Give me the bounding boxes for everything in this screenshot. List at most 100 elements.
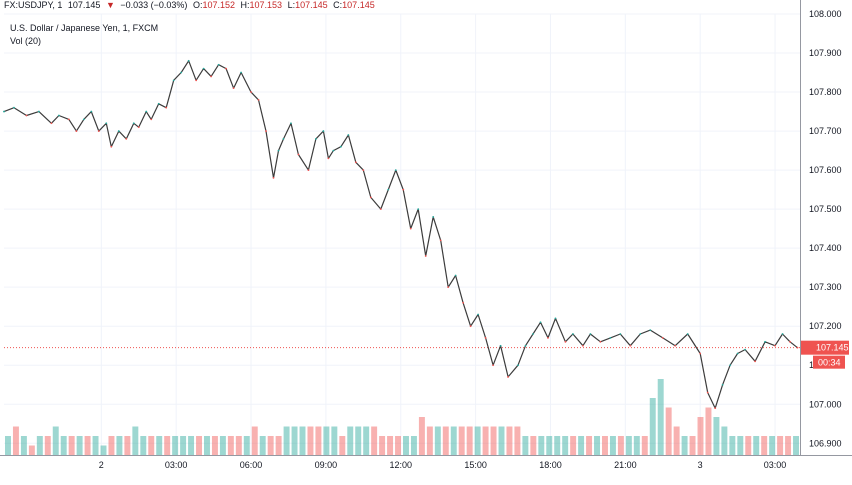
y-tick-label: 107.500 [809, 204, 842, 214]
price-point [277, 149, 280, 152]
volume-bar [267, 436, 274, 455]
volume-bar [172, 436, 179, 455]
volume-bar [196, 436, 202, 455]
volume-bar [522, 436, 529, 455]
volume-bar [92, 436, 99, 455]
volume-bar [761, 436, 768, 455]
volume-bar [729, 436, 736, 455]
price-point [629, 344, 632, 347]
price-point [714, 407, 717, 410]
volume-bar [164, 436, 171, 455]
price-point [362, 169, 365, 172]
price-point [764, 340, 766, 343]
price-point [477, 313, 480, 316]
price-point [754, 360, 756, 363]
volume-bar [713, 417, 720, 455]
volume-bar [474, 426, 481, 455]
volume-bar [315, 426, 322, 455]
price-point [272, 177, 275, 179]
volume-bar [609, 436, 616, 455]
y-tick-label: 107.000 [809, 399, 842, 409]
grid [4, 13, 800, 455]
x-tick-label: 18:00 [539, 460, 562, 470]
volume-bar [20, 436, 27, 455]
volume-bar [291, 426, 298, 455]
legend-high: 107.153 [249, 0, 283, 10]
price-point [394, 169, 397, 172]
price-point [781, 333, 784, 335]
price-point [232, 87, 235, 90]
price-point [572, 333, 574, 335]
price-point [265, 130, 267, 132]
volume-bar [339, 436, 346, 455]
price-point [13, 106, 15, 109]
volume-bar [737, 436, 744, 455]
volume-bar [275, 436, 282, 455]
volume-bar [84, 436, 91, 455]
volume-bar [498, 426, 505, 455]
volume-bar [100, 445, 107, 455]
price-point [599, 340, 602, 343]
volume-bar [188, 436, 195, 455]
y-tick-label: 107.600 [809, 165, 842, 175]
price-point [492, 364, 494, 367]
price-point [706, 391, 709, 394]
volume-bar [466, 426, 473, 455]
volume-bar [490, 426, 497, 455]
volume-bar [204, 436, 210, 455]
price-tag-value: 107.145 [816, 343, 849, 353]
price-point [240, 71, 242, 74]
volume-bar [5, 436, 11, 455]
price-point [157, 102, 160, 105]
volume-bar [379, 436, 386, 455]
volume-bar [283, 426, 290, 455]
x-axis-ticks: 2 03:00 06:00 09:00 12:00 15:00 18:00 21:00 3 03:… [99, 460, 787, 470]
price-point [424, 255, 427, 257]
price-point [582, 344, 584, 347]
legend-high-label: H: [240, 0, 250, 10]
countdown-value: 00:34 [818, 358, 841, 368]
volume-bar [60, 436, 67, 455]
price-point [187, 59, 190, 62]
price-point [517, 364, 519, 367]
volume-bar [777, 436, 784, 455]
y-tick-label: 107.300 [809, 282, 842, 292]
volume-bar [570, 436, 577, 455]
price-point [165, 106, 168, 109]
volume-bar [594, 436, 600, 455]
volume-bar [323, 426, 330, 455]
volume-bar [482, 426, 489, 455]
ohlc-legend: FX:USDJPY, 1 107.145 ▼ −0.033 (−0.03%) O… [4, 0, 378, 13]
price-point [387, 188, 390, 191]
price-point [379, 208, 382, 211]
price-point [297, 153, 300, 156]
volume-bar [769, 436, 776, 455]
volume-indicator-title[interactable]: Vol (20) [10, 36, 42, 46]
y-tick-label: 107.200 [809, 321, 842, 331]
price-point [180, 71, 183, 74]
volume-bar [299, 426, 306, 455]
price-point [439, 239, 442, 242]
axes [0, 0, 852, 456]
price-point [547, 337, 549, 339]
volume-bar [785, 436, 792, 455]
volume-bar [633, 436, 640, 455]
volume-bar [108, 436, 115, 455]
price-point [195, 79, 198, 82]
x-tick-label: 03:00 [764, 460, 787, 470]
price-point [554, 317, 557, 320]
price-point [315, 137, 317, 140]
price-point [589, 333, 592, 335]
price-point [202, 67, 205, 70]
price-point [729, 364, 732, 367]
price-point [539, 321, 542, 324]
volume-bar [68, 436, 75, 455]
y-axis-ticks: 108.000 107.900 107.800 107.700 107.600 107.5… [809, 9, 842, 448]
price-point [3, 110, 5, 113]
instrument-title[interactable]: U.S. Dollar / Japanese Yen, 1, FXCM [10, 23, 159, 33]
volume-bar [538, 436, 545, 455]
volume-bar [586, 436, 593, 455]
volume-bar [665, 407, 672, 455]
x-tick-label: 21:00 [614, 460, 637, 470]
